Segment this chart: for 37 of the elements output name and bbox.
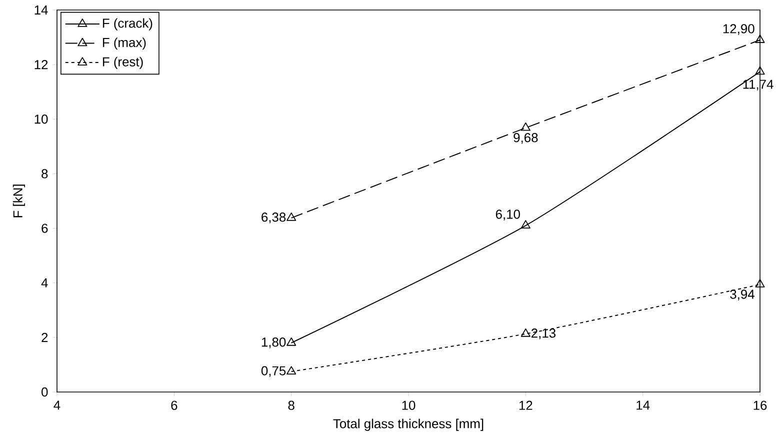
data-label: 3,94 (730, 290, 754, 300)
y-tick-label: 2 (42, 332, 48, 342)
data-label: 0,75 (261, 366, 286, 377)
y-tick-label: 14 (34, 6, 48, 14)
point (286, 212, 296, 221)
point (520, 122, 530, 131)
data-label: 12,90 (723, 24, 754, 35)
x-tick-label: 16 (754, 400, 767, 410)
point (520, 328, 530, 337)
legend-label: F (crack) (102, 18, 152, 30)
y-tick-label: 12 (34, 60, 48, 70)
x-tick-label: 10 (402, 400, 416, 410)
legend-label: F (rest) (102, 56, 143, 69)
y-tick-label: 8 (42, 169, 48, 178)
point (520, 220, 530, 228)
x-tick-label: 6 (171, 400, 178, 410)
data-label: 6,10 (496, 210, 520, 220)
y-tick-label: 6 (42, 224, 48, 233)
y-axis-title: F [kN] (12, 184, 25, 218)
x-tick-label: 12 (519, 400, 532, 410)
data-label: 1,80 (262, 338, 286, 348)
data-label: 2,13 (532, 328, 556, 340)
y-tick-label: 10 (34, 114, 48, 124)
point (755, 279, 765, 288)
y-tick-label: 4 (41, 278, 48, 288)
x-tick-label: 8 (288, 400, 294, 410)
data-label: 9,68 (514, 133, 538, 144)
x-tick-label: 4 (54, 400, 60, 410)
point (286, 366, 296, 374)
point (755, 34, 765, 43)
x-tick-label: 14 (636, 400, 650, 410)
y-tick-label: 0 (42, 387, 48, 397)
legend-label: F (max) (102, 38, 146, 50)
x-axis-title: Total glass thickness [mm] (333, 418, 484, 431)
point (755, 66, 765, 75)
data-label: 6,38 (262, 212, 286, 224)
point (286, 337, 296, 346)
